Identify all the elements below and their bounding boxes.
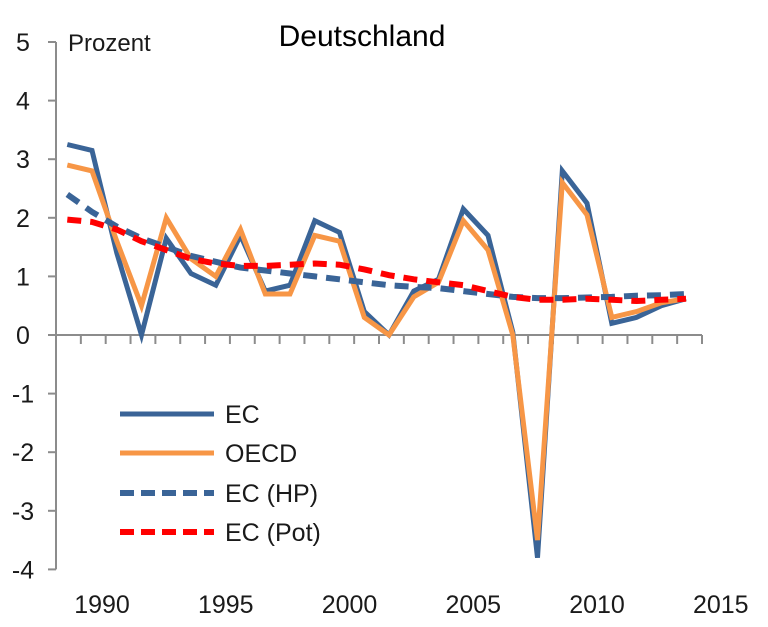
legend: EC OECD EC (HP) EC (Pot): [120, 401, 321, 547]
y-tick-labels: 5 4 3 2 1 0 -1 -2 -3 -4: [12, 29, 34, 584]
x-tick-label: 2000: [322, 591, 378, 619]
y-tick-label: -1: [12, 381, 34, 409]
legend-item: EC: [120, 401, 260, 429]
y-tick-label: -4: [12, 556, 34, 584]
y-tick-label: 4: [16, 88, 30, 116]
series-line-ec-hp: [65, 191, 687, 302]
y-tick-label: 0: [16, 322, 30, 350]
y-tick-label: 3: [16, 146, 30, 174]
x-tick-label: 2010: [569, 591, 625, 619]
legend-label: EC (Pot): [225, 519, 321, 547]
x-tick-label: 2005: [445, 591, 501, 619]
y-axis-unit-label: Prozent: [68, 30, 151, 57]
axes: [48, 41, 703, 571]
y-tick-label: 2: [16, 205, 30, 233]
chart-title: Deutschland: [279, 20, 446, 53]
x-tick-label: 1995: [198, 591, 254, 619]
y-tick-label: -2: [12, 439, 34, 467]
legend-label: EC (HP): [225, 480, 318, 508]
legend-item: OECD: [120, 440, 297, 468]
legend-label: EC: [225, 401, 260, 429]
x-tick-labels: 1990 1995 2000 2005 2010 2015: [74, 591, 748, 619]
legend-label: OECD: [225, 440, 297, 468]
y-tick-label: -3: [12, 498, 34, 526]
y-tick-label: 1: [16, 263, 30, 291]
x-tick-label: 2015: [693, 591, 749, 619]
legend-item: EC (HP): [120, 480, 318, 508]
y-tick-label: 5: [16, 29, 30, 57]
series-line-oecd: [66, 162, 687, 541]
legend-item: EC (Pot): [120, 519, 321, 547]
x-tick-label: 1990: [74, 591, 130, 619]
series-lines: [65, 142, 687, 558]
series-line-ec: [66, 142, 687, 558]
